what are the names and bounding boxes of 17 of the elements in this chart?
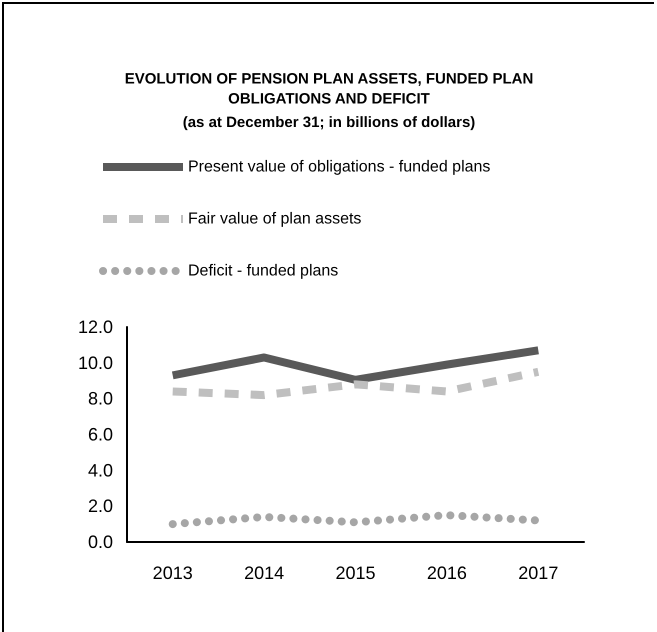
x-tick-label: 2014 <box>244 563 284 583</box>
legend-label: Deficit - funded plans <box>188 262 338 280</box>
x-tick-label: 2013 <box>152 563 193 583</box>
x-tick-label: 2015 <box>335 563 376 583</box>
y-tick-label: 0.0 <box>88 532 113 552</box>
chart-title: EVOLUTION OF PENSION PLAN ASSETS, FUNDED PLAN OBLIGATIONS AND DEFICIT <box>124 70 534 108</box>
y-tick-label: 10.0 <box>78 352 113 373</box>
y-tick-label: 2.0 <box>88 496 113 516</box>
y-tick-label: 4.0 <box>88 460 113 480</box>
y-tick-label: 8.0 <box>88 388 113 409</box>
y-tick-label: 6.0 <box>88 424 113 444</box>
legend-label: Present value of obligations - funded plans <box>188 158 490 176</box>
legend-label: Fair value of plan assets <box>188 210 362 228</box>
x-tick-label: 2017 <box>518 563 558 583</box>
x-tick-label: 2016 <box>426 563 467 583</box>
y-tick-label: 12.0 <box>78 317 113 337</box>
chart-subtitle: (as at December 31; in billions of dollars) <box>182 114 476 131</box>
